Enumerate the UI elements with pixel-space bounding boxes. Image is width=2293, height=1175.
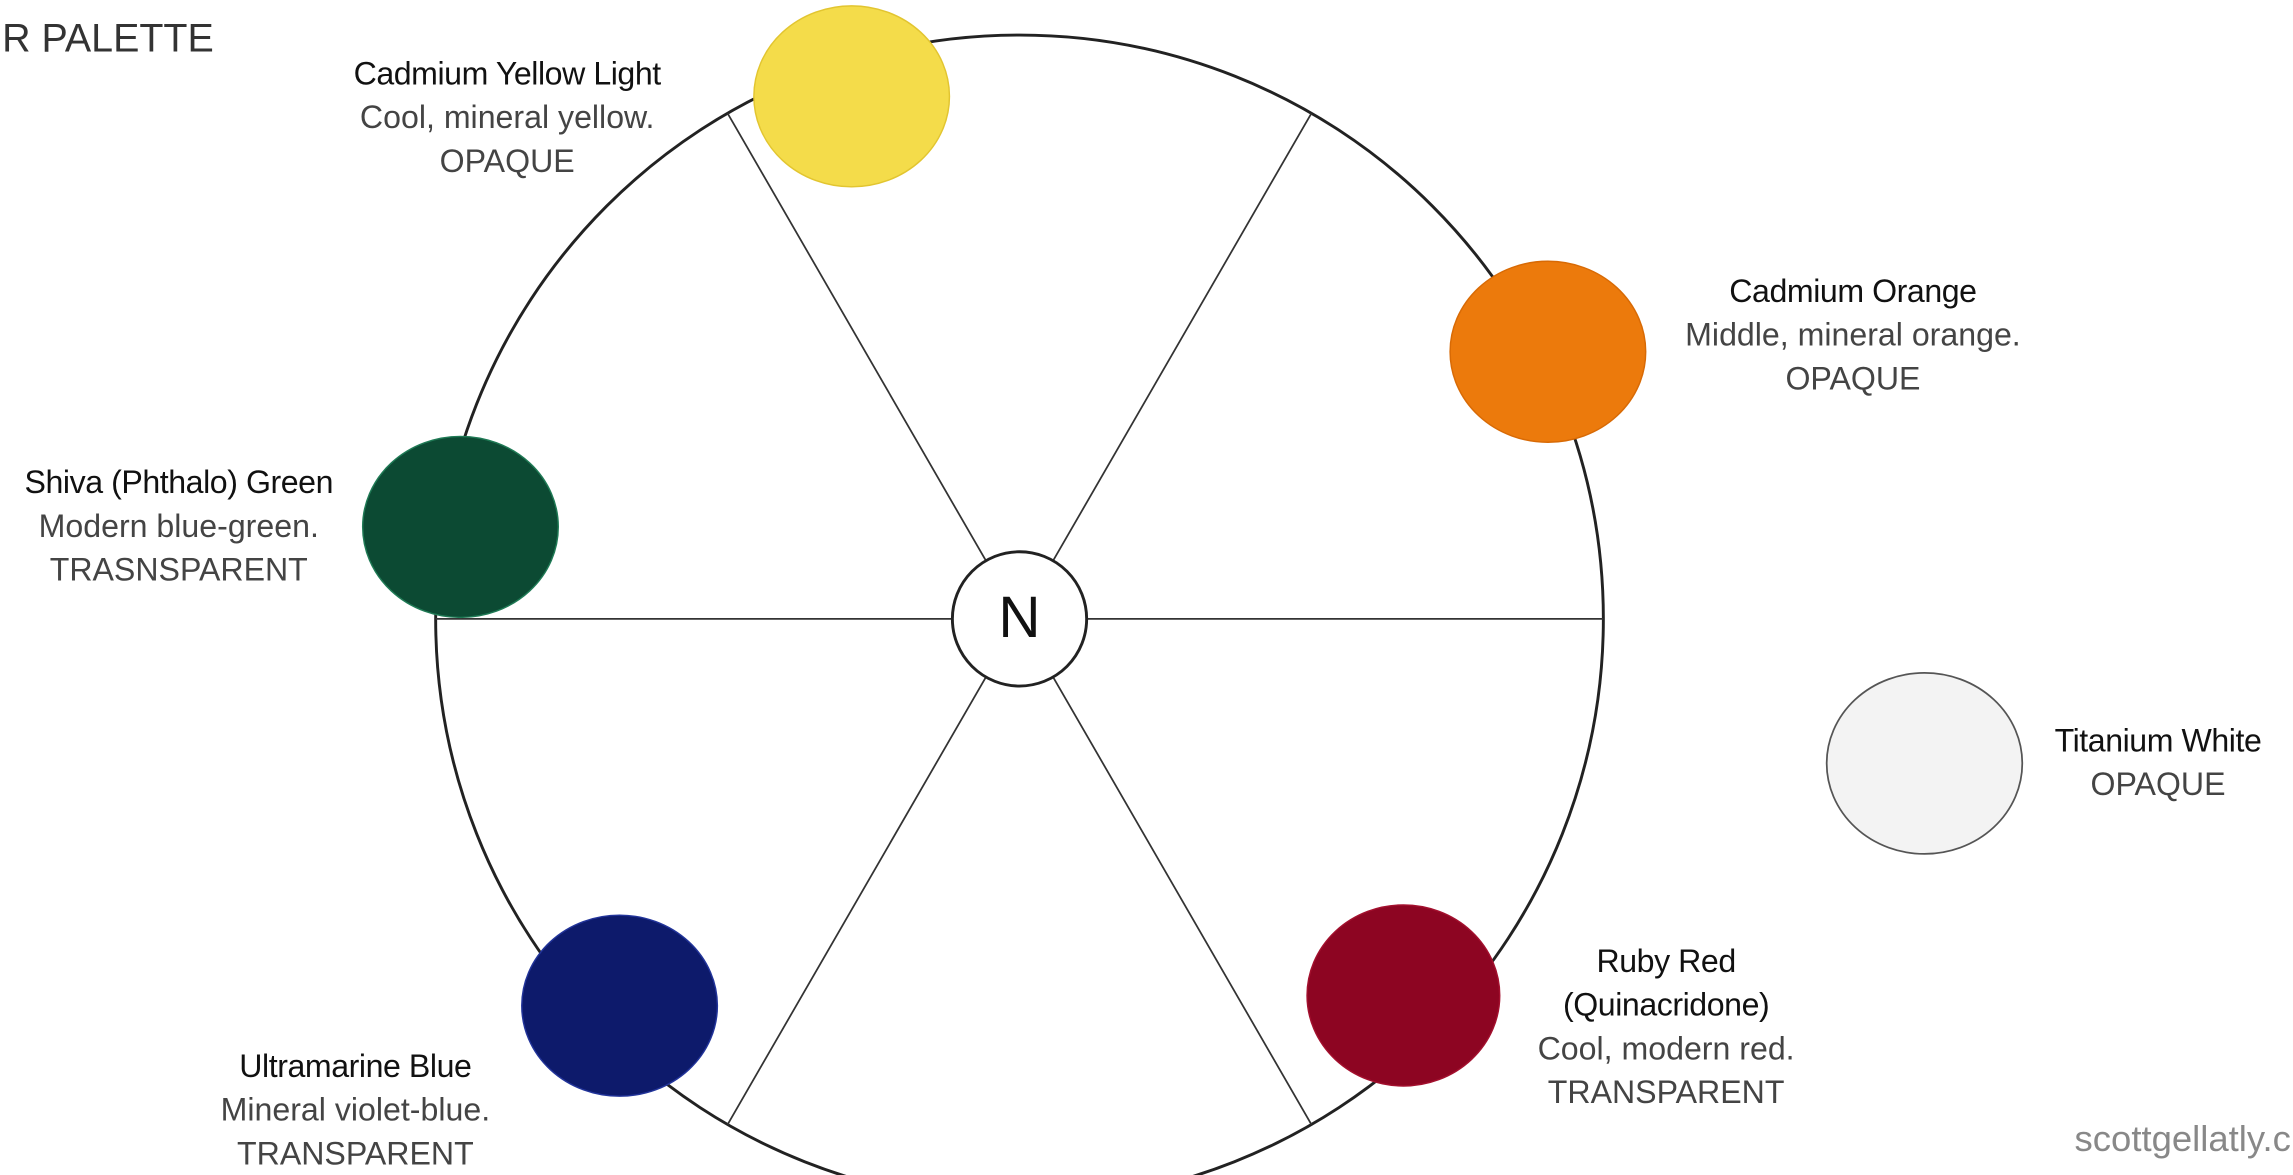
paint-swatch — [1827, 673, 2023, 854]
swatch-name: Titanium White — [2055, 722, 2262, 758]
palette-diagram: R PALETTE N scottgellatly.c Cadmium Yell… — [0, 0, 2293, 1175]
swatch-name: (Quinacridone) — [1563, 987, 1769, 1023]
swatch-property: OPAQUE — [1785, 360, 1920, 396]
page: R PALETTE N scottgellatly.c Cadmium Yell… — [0, 0, 2293, 1175]
background — [2, 0, 2291, 1175]
center-label: N — [998, 585, 1040, 650]
paint-swatch — [522, 915, 718, 1096]
swatch-property: TRASNSPARENT — [50, 552, 308, 588]
swatch-description: Cool, mineral yellow. — [360, 99, 654, 135]
swatch-name: Ruby Red — [1596, 943, 1735, 979]
swatch-property: TRANSPARENT — [1548, 1074, 1785, 1110]
swatch-name: Cadmium Yellow Light — [354, 55, 662, 91]
swatch-property: OPAQUE — [440, 143, 575, 179]
swatch-description: Mineral violet-blue. — [221, 1092, 490, 1128]
page-title: R PALETTE — [2, 16, 214, 60]
swatch-description: Middle, mineral orange. — [1685, 317, 2021, 353]
swatch-name: Cadmium Orange — [1729, 273, 1976, 309]
swatch-name: Shiva (Phthalo) Green — [25, 464, 334, 500]
swatch-name: Ultramarine Blue — [239, 1048, 471, 1084]
swatch-property: TRANSPARENT — [237, 1136, 474, 1172]
credit: scottgellatly.c — [2075, 1118, 2291, 1159]
swatch-description: Cool, modern red. — [1538, 1030, 1795, 1066]
swatch-description: Modern blue-green. — [39, 508, 319, 544]
swatch-property: OPAQUE — [2091, 766, 2226, 802]
paint-swatch — [754, 6, 950, 187]
paint-swatch — [363, 436, 559, 617]
paint-swatch — [1307, 905, 1500, 1086]
paint-swatch — [1450, 261, 1646, 442]
